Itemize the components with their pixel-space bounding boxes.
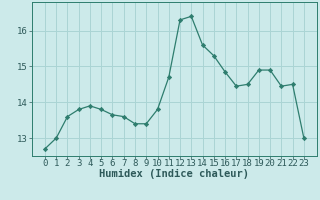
- X-axis label: Humidex (Indice chaleur): Humidex (Indice chaleur): [100, 169, 249, 179]
